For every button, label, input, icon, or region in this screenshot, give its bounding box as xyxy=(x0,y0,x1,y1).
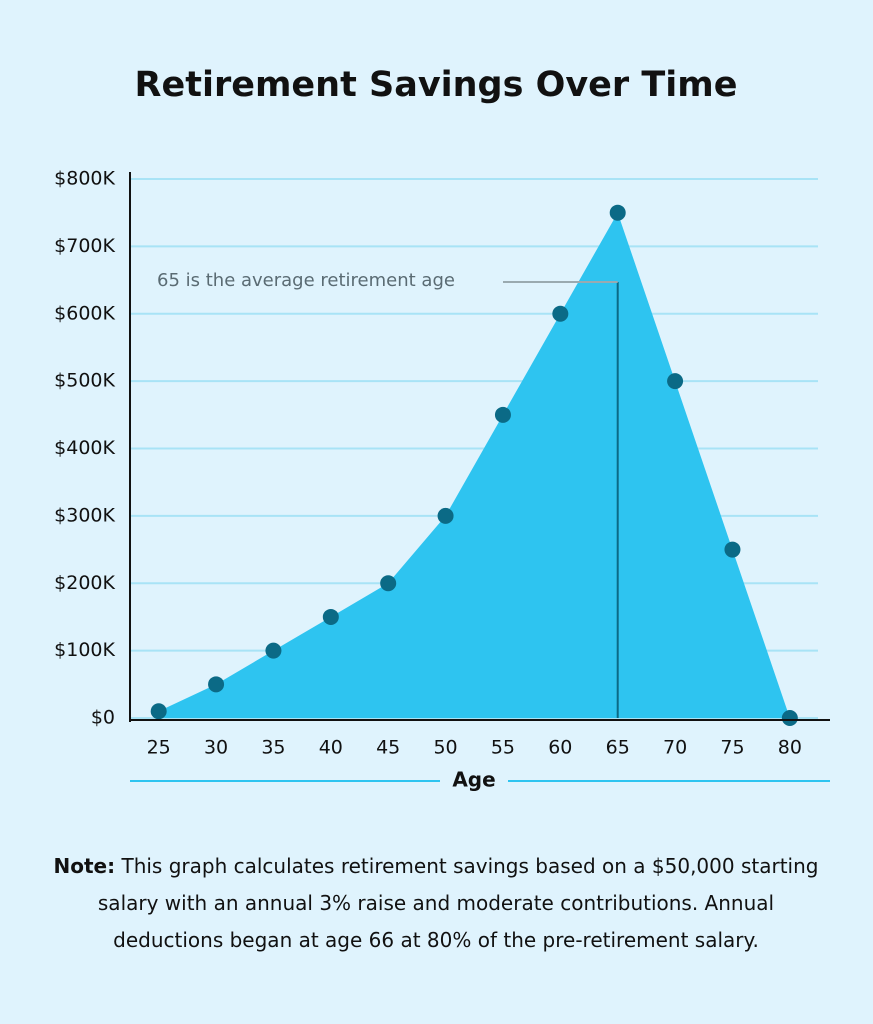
x-tick-label: 60 xyxy=(548,737,572,759)
chart: Retirement Savings Over Time 65 is the a… xyxy=(54,65,830,792)
y-tick-label: $100K xyxy=(54,639,115,661)
x-tick-label: 30 xyxy=(204,737,228,759)
chart-title: Retirement Savings Over Time xyxy=(135,65,738,105)
x-tick-label: 80 xyxy=(778,737,802,759)
note: Note: This graph calculates retirement s… xyxy=(46,848,826,959)
y-tick-label: $200K xyxy=(54,572,115,594)
point xyxy=(322,608,339,625)
y-tick-label: $0 xyxy=(91,707,115,729)
point xyxy=(552,305,569,322)
point xyxy=(781,710,798,726)
x-tick-label: 25 xyxy=(147,737,171,759)
y-tick-label: $800K xyxy=(54,168,115,190)
x-tick-label: 40 xyxy=(319,737,343,759)
point xyxy=(667,373,684,390)
annotation: 65 is the average retirement age xyxy=(157,270,455,291)
note-text: This graph calculates retirement savings… xyxy=(97,854,819,952)
x-tick-label: 70 xyxy=(663,737,687,759)
x-tick-label: 50 xyxy=(433,737,457,759)
y-tick-label: $600K xyxy=(54,302,115,324)
x-tick-label: 65 xyxy=(606,737,630,759)
point xyxy=(437,507,454,524)
x-axis-label: Age xyxy=(452,768,495,792)
point xyxy=(724,541,741,558)
x-tick-label: 45 xyxy=(376,737,400,759)
point xyxy=(380,575,397,592)
point xyxy=(265,642,282,659)
note-label: Note: xyxy=(53,854,116,878)
point xyxy=(150,703,167,720)
point xyxy=(208,676,225,693)
x-tick-label: 35 xyxy=(261,737,285,759)
point xyxy=(494,406,511,423)
y-tick-label: $500K xyxy=(54,370,115,392)
point xyxy=(609,204,626,221)
y-tick-label: $300K xyxy=(54,504,115,526)
area xyxy=(158,212,790,718)
y-tick-label: $400K xyxy=(54,437,115,459)
x-tick-label: 75 xyxy=(720,737,744,759)
x-tick-label: 55 xyxy=(491,737,515,759)
y-tick-label: $700K xyxy=(54,235,115,257)
